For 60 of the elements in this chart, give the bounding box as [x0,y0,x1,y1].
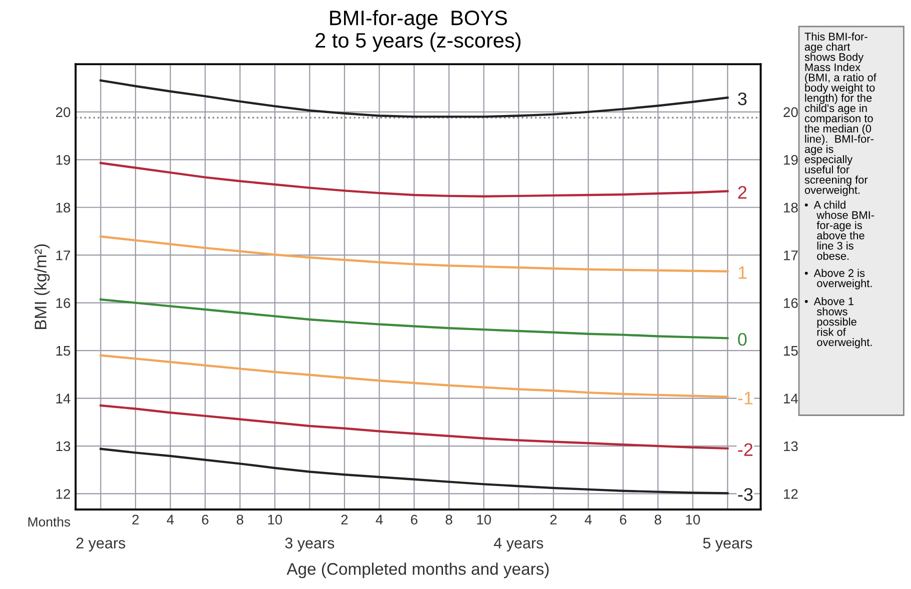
y2-tick-label: 12 [784,489,798,499]
series-label: -2 [738,443,752,456]
line-series [100,354,729,398]
x-tick-label: 6 [620,514,626,525]
series-label: -3 [738,488,753,501]
y2-tick-label: 18 [784,202,798,213]
series-label: 3 [738,92,747,106]
x-tick-label: 2 [341,514,348,524]
x-axis-title: Age (Completed months and years) [286,562,549,578]
y2-tick-label: 19 [784,154,798,165]
y-tick-label: 20 [56,107,70,118]
y2-tick-label: 17 [784,250,798,260]
x-tick-label: 10 [268,514,282,525]
y2-tick-label: 16 [784,298,798,308]
y-tick-label: 12 [56,489,70,499]
line-series [100,298,729,340]
line-series [100,404,729,450]
series-label: 0 [738,332,747,346]
line-series [100,162,729,198]
y2-tick-label: 13 [784,441,798,452]
x-tick-label: 5 years [703,538,752,552]
y-tick-label: 17 [56,250,70,260]
x-tick-label: 4 [584,514,592,524]
text: • Above 1 shows possible risk of overweight. [804,297,872,348]
y2-tick-label: 20 [784,107,798,118]
x-tick-label: 8 [654,514,662,525]
x-tick-label: 8 [236,514,244,525]
y-tick-label: 18 [56,202,70,213]
y-tick-label: 14 [56,394,70,404]
y-axis-title: BMI (kg/m²) [34,244,50,329]
chart-title: BMI-for-age BOYS [330,10,507,30]
y-tick-label: 19 [56,154,70,165]
x-tick-label: 10 [477,514,491,525]
y-tick-label: 15 [56,346,70,356]
x-tick-label: 6 [202,514,208,525]
x-tick-label: 2 [550,514,557,524]
x-tick-label: 6 [410,514,418,525]
chart-subtitle: 2 to 5 years (z-scores) [316,32,520,52]
text: • A child whose BMI- for-age is above the line 3 is obese. [804,200,874,260]
y-tick-label: 16 [56,298,70,308]
y2-tick-label: 14 [784,394,798,404]
x-tick-label: 2 years [76,538,126,552]
line-series [100,79,729,118]
x-tick-label: 8 [446,514,452,525]
y2-tick-label: 15 [784,346,798,356]
series-label: 1 [738,266,746,279]
x-tick-label: 3 years [285,538,334,552]
series-label: -1 [738,392,752,404]
text: Months [28,516,70,527]
text: This BMI-for- age chart shows Body Mass Index (BMI, a ratio of body weight to length) for the child's age in comparison to the median (0 line). BMI-for- age is especially useful for screening for overweight. [804,32,876,196]
series-label: 2 [738,186,746,199]
x-tick-label: 2 [132,514,139,524]
x-tick-label: 4 years [494,538,544,552]
x-tick-label: 10 [686,514,700,525]
y-tick-label: 13 [56,441,70,452]
line-series [100,235,729,272]
line-series [100,448,729,494]
text: • Above 2 is overweight. [804,268,872,290]
x-tick-label: 4 [376,514,383,524]
x-tick-label: 4 [166,514,174,524]
